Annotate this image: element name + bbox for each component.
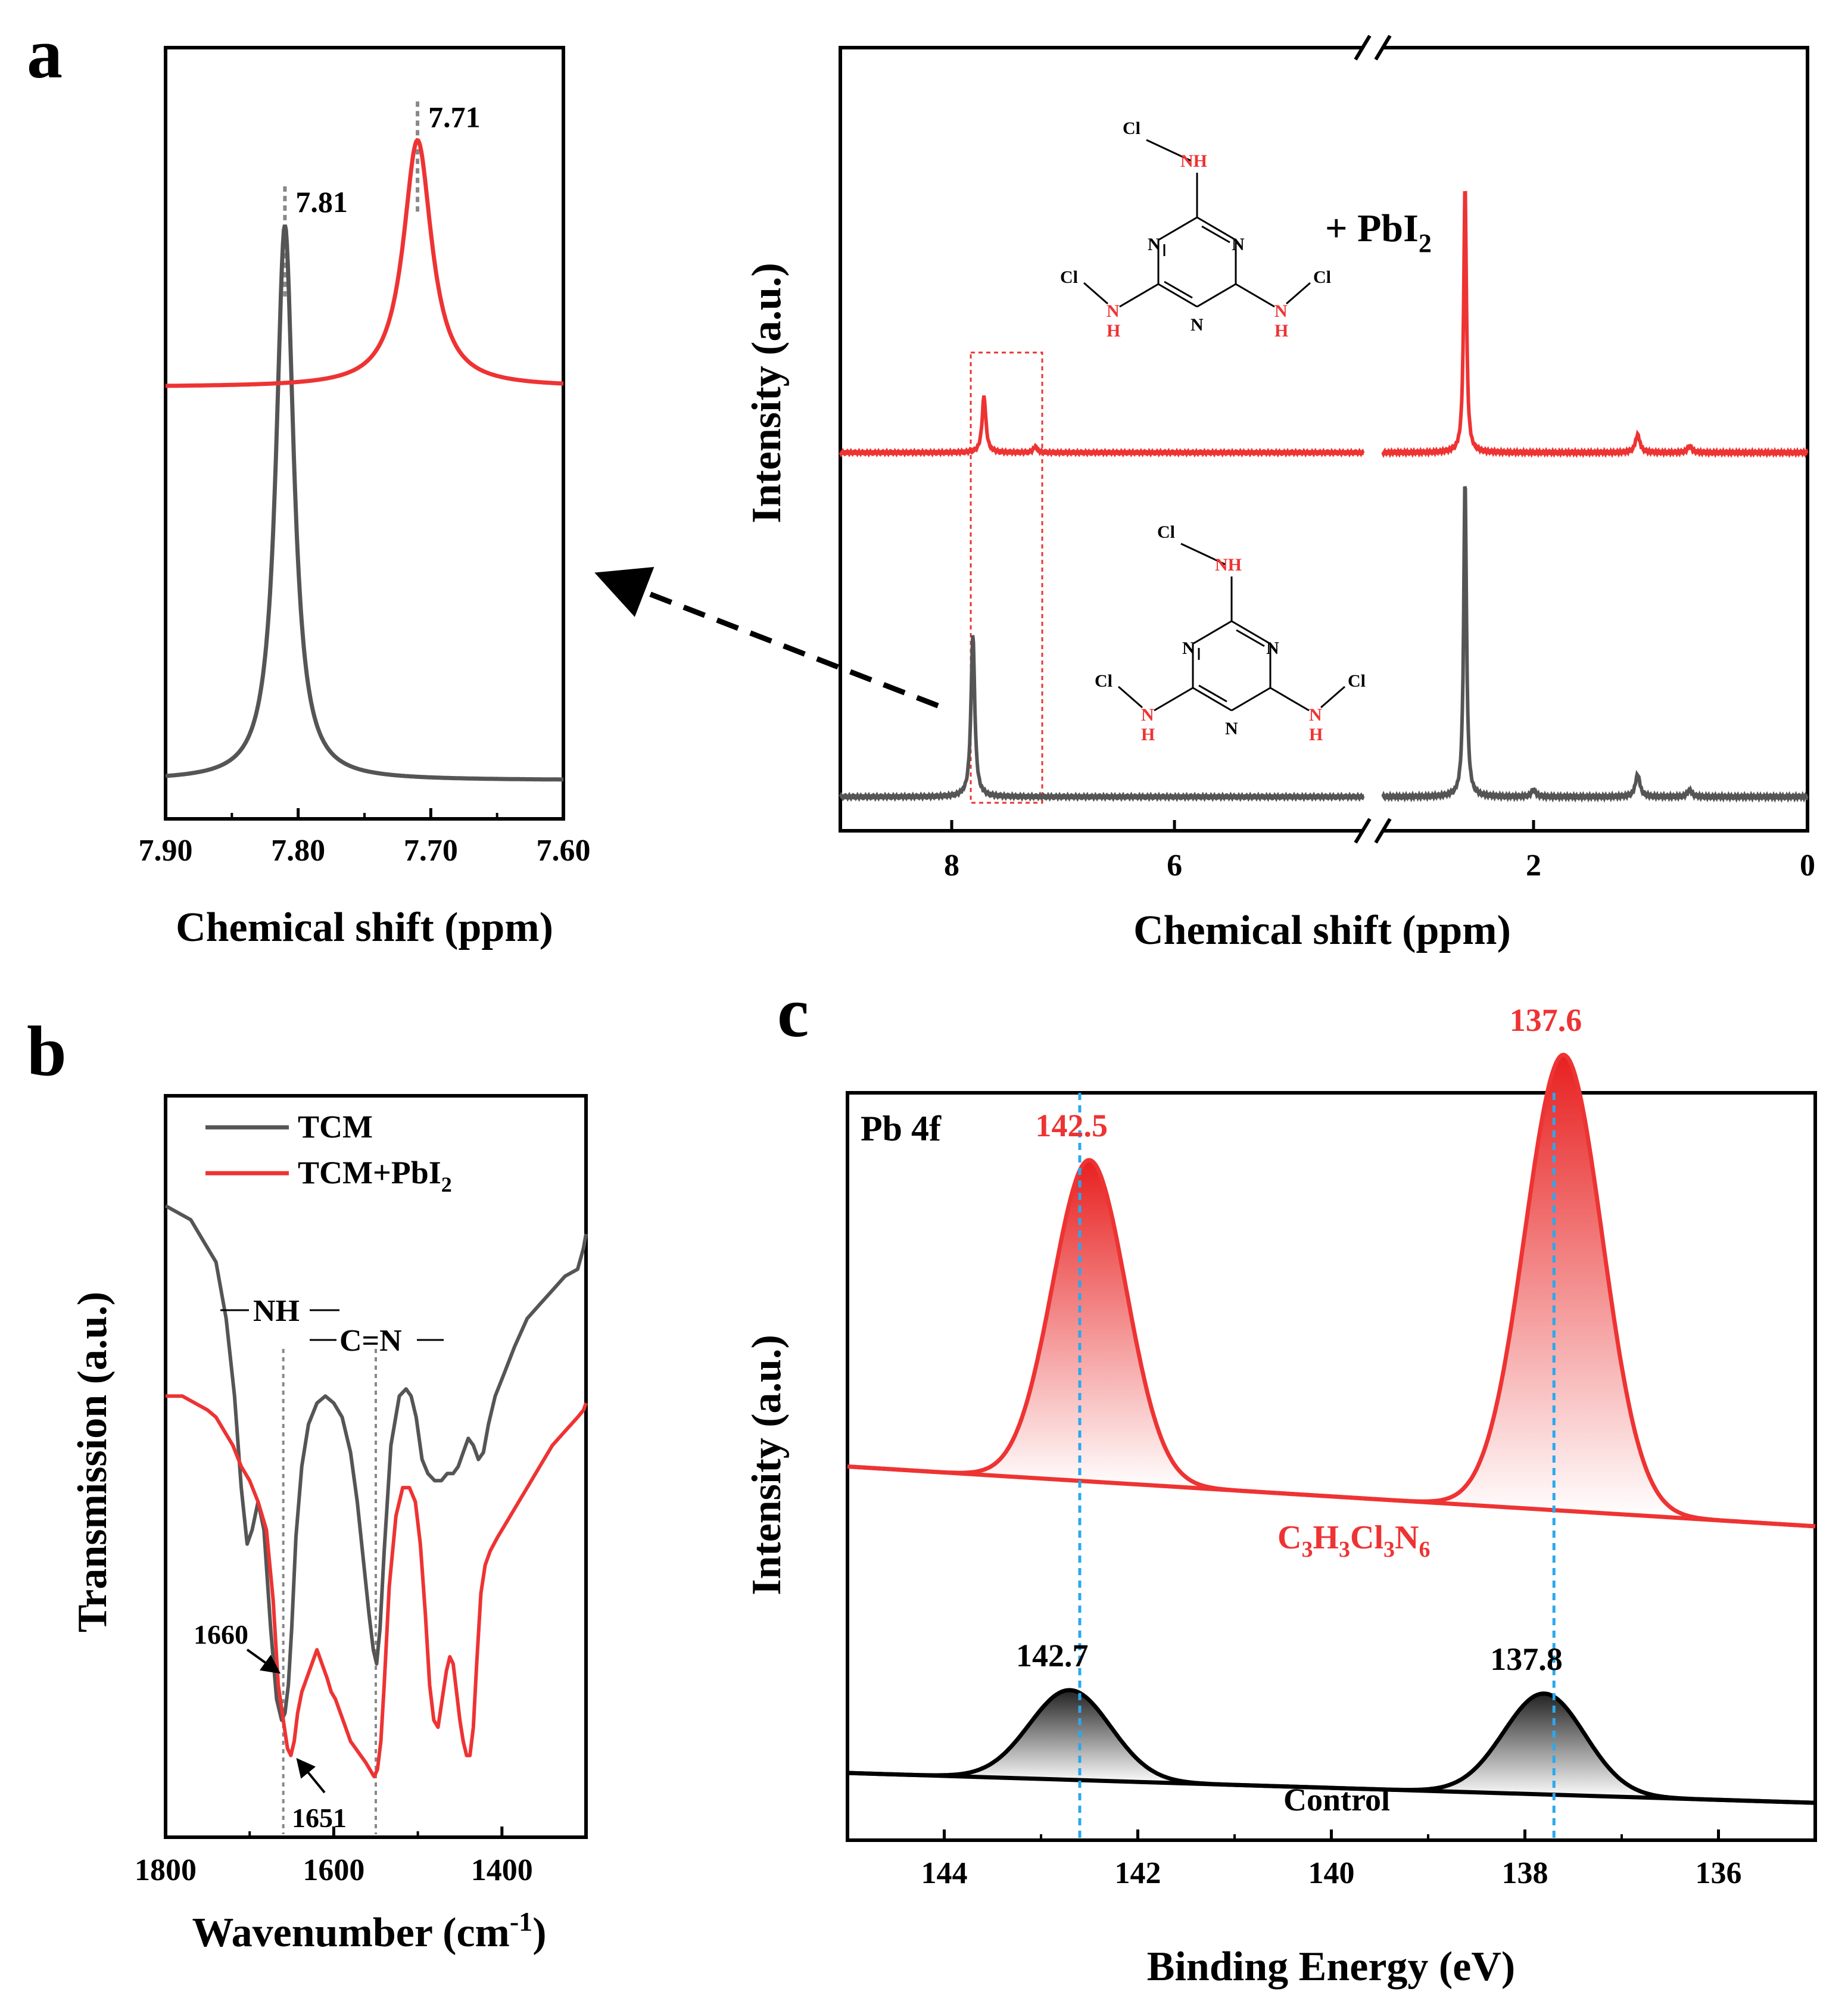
svg-text:N: N	[1191, 315, 1204, 335]
svg-text:H: H	[1107, 321, 1120, 341]
xps-tick-label-136: 136	[1696, 1856, 1742, 1890]
panel-label-c: c	[777, 973, 809, 1052]
svg-text:N: N	[1148, 235, 1161, 254]
zoom-peak-label-7.71: 7.71	[428, 100, 481, 133]
ftir-tick-label-1600: 1600	[303, 1853, 364, 1887]
svg-text:Cl: Cl	[1157, 522, 1175, 542]
zoom-line-tcm	[165, 225, 563, 782]
annotation-1651-arrow	[296, 1757, 326, 1794]
panel-label-b: b	[27, 1011, 67, 1090]
full-tick-label-2: 2	[1526, 849, 1541, 883]
panel-c-xps-chart: 144 142 140 138 136 142.7 137.8 142.5 137.6 Pb …	[744, 1002, 1817, 1990]
xps-fill-Control-142.7	[948, 1690, 1192, 1784]
xps-peak-label-137.6: 137.6	[1510, 1002, 1582, 1038]
svg-text:Cl: Cl	[1060, 267, 1078, 287]
full-tick-label-8: 8	[944, 849, 959, 883]
axis-break-top	[1354, 35, 1392, 61]
xps-fill-Control-137.8	[1422, 1693, 1666, 1799]
tcm-molecule-top: NH Cl N N N N H Cl N H Cl	[1060, 119, 1331, 341]
group-label-nh: NH	[220, 1294, 339, 1328]
panel-a-full-frame-right	[1383, 46, 1809, 833]
tcm-molecule-bottom: NH Cl N N N N H Cl N H Cl	[1095, 522, 1366, 744]
ftir-tick-label-1800: 1800	[135, 1853, 197, 1887]
series-label-control: Control	[1283, 1782, 1390, 1818]
pbi2-label: + PbI2	[1325, 207, 1432, 258]
xps-tick-label-142: 142	[1115, 1856, 1161, 1890]
svg-text:NH: NH	[253, 1294, 300, 1328]
zoom-tick-label-7.90: 7.90	[139, 834, 193, 868]
xps-baseline-Control	[847, 1771, 1816, 1805]
xps-tick-label-144: 144	[921, 1856, 968, 1890]
xps-tick-label-140: 140	[1308, 1856, 1355, 1890]
zoom-peak-label-7.81: 7.81	[295, 185, 348, 219]
xps-peak-label-137.8: 137.8	[1490, 1641, 1563, 1677]
zoom-tick-label-7.70: 7.70	[404, 834, 458, 868]
full-tick-label-0: 0	[1800, 849, 1815, 883]
xps-fill-C3H3Cl3N6-142.5	[979, 1160, 1200, 1488]
panel-b-xlabel: Wavenumber (cm-1)	[192, 1906, 546, 1956]
highlight-region-box	[970, 351, 1043, 804]
zoom-tick-label-7.80: 7.80	[271, 834, 325, 868]
panel-b-frame	[164, 1094, 588, 1839]
full-line-complex-seg1	[1381, 191, 1809, 459]
group-label-cn: C=N	[310, 1324, 444, 1358]
panel-a-zoom-chart: 7.81 7.71 7.90 7.80 7.70 7.60 Chemical shift…	[139, 46, 591, 950]
svg-text:H: H	[1141, 725, 1155, 744]
panel-a-zoom-xlabel: Chemical shift (ppm)	[176, 905, 553, 950]
svg-text:N: N	[1107, 301, 1120, 321]
full-tick-label-6: 6	[1167, 849, 1182, 883]
annotation-1651: 1651	[292, 1803, 347, 1833]
panel-b-legend: TCM TCM+PbI2	[205, 1109, 452, 1196]
panel-a-full-ylabel: Intensity (a.u.)	[744, 263, 790, 523]
panel-b-ylabel: Transmission (a.u.)	[70, 1292, 116, 1632]
svg-text:Cl: Cl	[1348, 671, 1366, 691]
axis-break-bottom	[1354, 818, 1392, 844]
svg-text:N: N	[1141, 705, 1154, 725]
zoom-tick-label-7.60: 7.60	[537, 834, 591, 868]
svg-text:H: H	[1309, 725, 1323, 744]
svg-text:NH: NH	[1215, 555, 1242, 575]
svg-text:Cl: Cl	[1313, 267, 1331, 287]
svg-text:NH: NH	[1180, 151, 1207, 171]
legend-label-complex: TCM+PbI2	[298, 1155, 452, 1196]
panel-c-title: Pb 4f	[861, 1109, 942, 1148]
full-line-tcm-seg0	[839, 635, 1365, 802]
svg-text:N: N	[1266, 638, 1279, 658]
svg-text:Cl: Cl	[1095, 671, 1112, 691]
xps-peak-label-142.7: 142.7	[1016, 1638, 1089, 1673]
series-label-c3h3cl3n6: C3H3Cl3N6	[1277, 1519, 1430, 1562]
full-line-tcm-seg1	[1381, 486, 1809, 803]
full-line-complex-seg0	[839, 395, 1365, 458]
svg-text:C=N: C=N	[339, 1324, 402, 1358]
panel-c-xlabel: Binding Energy (eV)	[1147, 1944, 1515, 1990]
svg-text:H: H	[1274, 321, 1288, 341]
panel-c-ylabel: Intensity (a.u.)	[744, 1335, 790, 1595]
ftir-tick-label-1400: 1400	[471, 1853, 533, 1887]
xps-baseline-C3H3Cl3N6	[847, 1464, 1816, 1529]
panel-a-full-xlabel: Chemical shift (ppm)	[1133, 908, 1511, 953]
panel-a-zoom-frame	[164, 46, 565, 821]
svg-text:N: N	[1225, 719, 1238, 738]
panel-b-ftir-chart: 1800 1600 1400 TCM TCM+PbI2 NH C=N 1660 16…	[70, 1094, 588, 1956]
panel-a-full-frame-left	[839, 46, 1364, 833]
svg-text:N: N	[1309, 705, 1322, 725]
xps-tick-label-138: 138	[1502, 1856, 1548, 1890]
xps-line-C3H3Cl3N6	[847, 1052, 1816, 1529]
xps-fill-C3H3Cl3N6-137.6	[1447, 1055, 1680, 1518]
panel-a-full-chart: 8 6 2 0 Intensity (a.u.) Chemical shift (pp…	[744, 35, 1815, 953]
legend-label-tcm: TCM	[298, 1109, 373, 1145]
svg-text:N: N	[1182, 638, 1195, 658]
svg-text:N: N	[1232, 235, 1245, 254]
svg-text:Cl: Cl	[1123, 119, 1140, 138]
svg-text:N: N	[1274, 301, 1288, 321]
xps-peak-label-142.5: 142.5	[1036, 1108, 1108, 1143]
zoom-line-complex	[166, 138, 564, 388]
zoom-arrow	[594, 567, 939, 709]
annotation-1660-arrow	[246, 1648, 281, 1674]
panel-label-a: a	[27, 14, 63, 93]
annotation-1660: 1660	[194, 1619, 248, 1650]
